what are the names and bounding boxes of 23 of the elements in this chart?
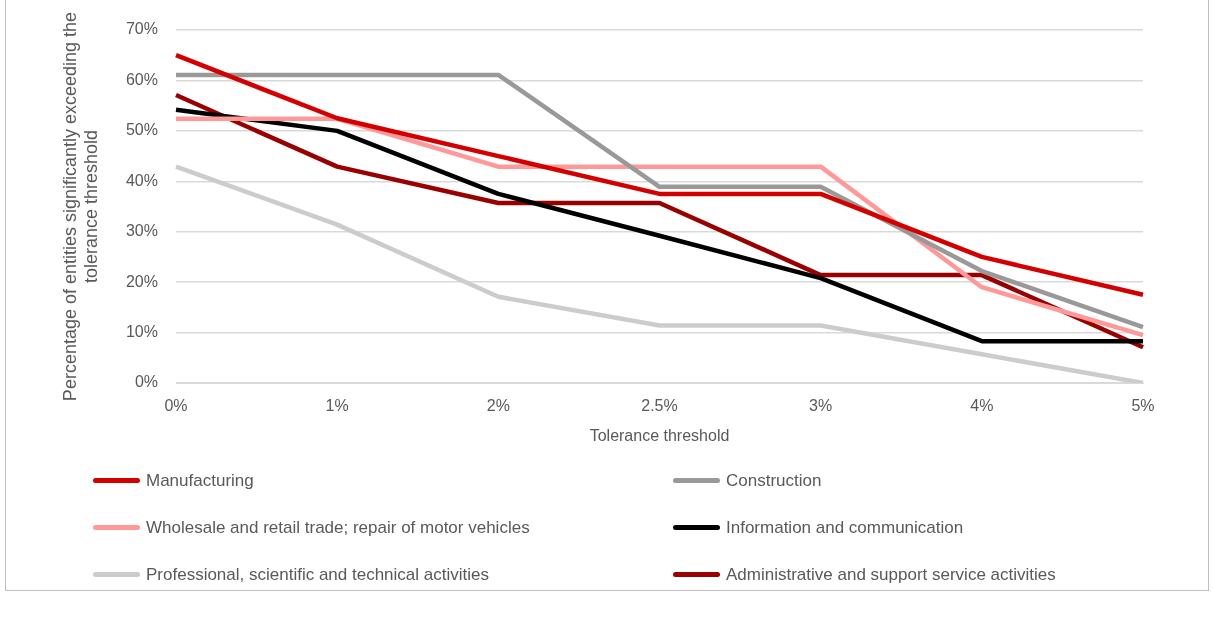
- y-tick-label: 0%: [134, 373, 158, 391]
- legend-label: Professional, scientific and technical activities: [146, 564, 489, 585]
- x-axis-title: Tolerance threshold: [589, 426, 730, 444]
- x-tick-label: 1%: [325, 397, 349, 415]
- x-tick-label: 5%: [1131, 397, 1155, 415]
- x-tick-label: 0%: [164, 397, 188, 415]
- x-tick-label: 4%: [970, 397, 994, 415]
- legend-label: Information and communication: [726, 517, 964, 538]
- y-tick-label: 70%: [125, 20, 158, 38]
- legend-label: Construction: [726, 470, 822, 491]
- y-axis-title: Percentage of entities significantly exceeding the tolerance threshold: [59, 11, 102, 402]
- legend-label: Administrative and support service activities: [726, 564, 1056, 585]
- x-tick-label: 2%: [486, 397, 510, 415]
- y-tick-label: 50%: [125, 121, 158, 139]
- y-tick-label: 40%: [125, 171, 158, 189]
- legend-label: Wholesale and retail trade; repair of motor vehicles: [146, 517, 530, 538]
- y-tick-label: 30%: [125, 222, 158, 240]
- legend-label: Manufacturing: [146, 470, 254, 491]
- y-tick-label: 20%: [125, 272, 158, 290]
- y-tick-label: 60%: [125, 70, 158, 88]
- y-tick-label: 10%: [125, 322, 158, 340]
- x-tick-label: 3%: [809, 397, 833, 415]
- x-tick-label: 2.5%: [641, 397, 678, 415]
